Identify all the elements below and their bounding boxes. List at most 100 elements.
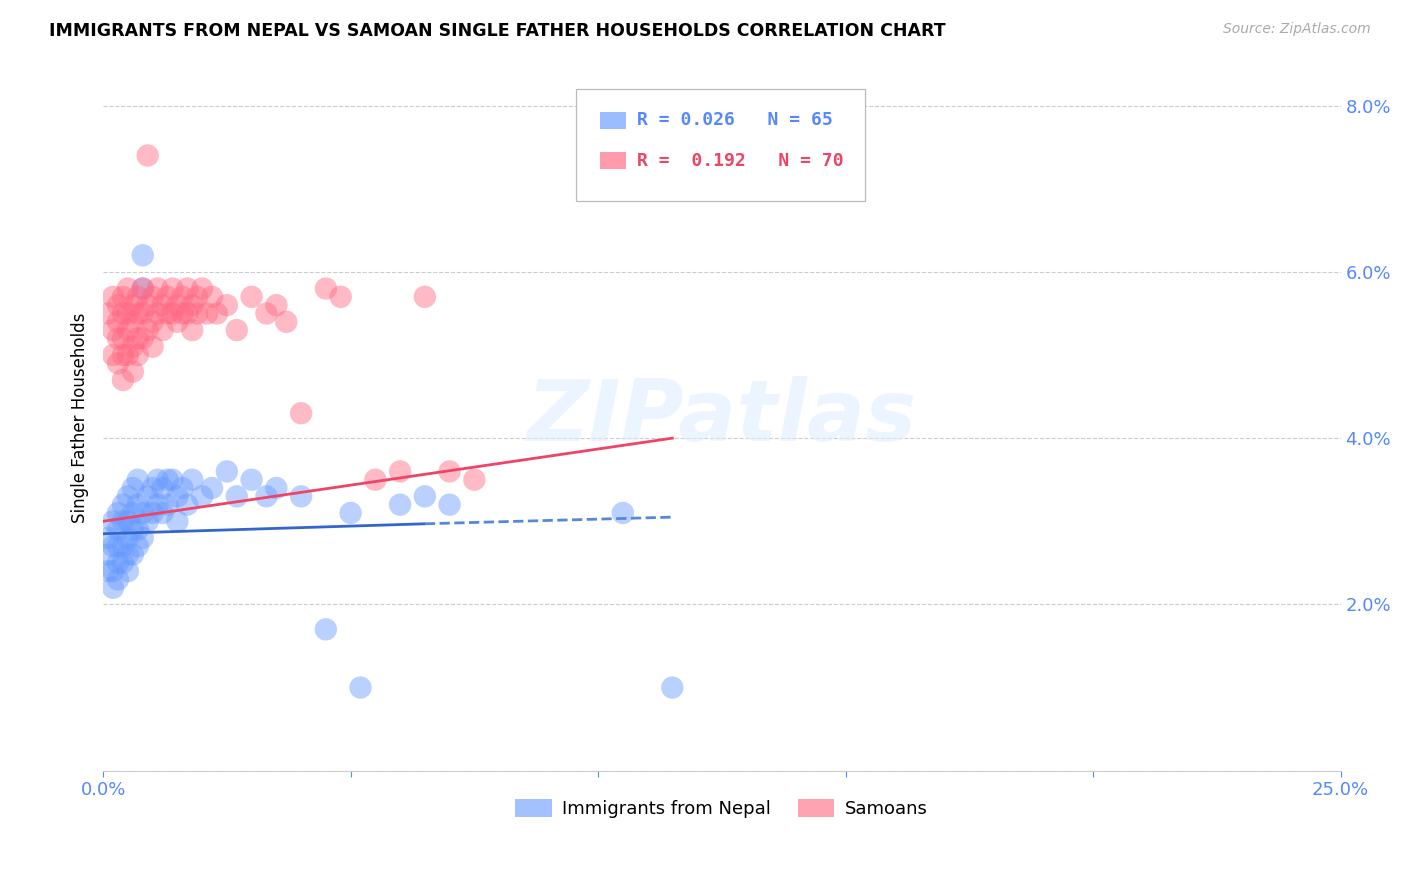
Point <box>121 506 143 520</box>
Point <box>97 564 120 578</box>
Point <box>215 298 238 312</box>
Point <box>121 298 143 312</box>
Y-axis label: Single Father Households: Single Father Households <box>72 312 89 523</box>
Point <box>162 281 184 295</box>
Point <box>176 281 198 295</box>
Point <box>339 506 361 520</box>
Point <box>107 331 129 345</box>
Point <box>290 489 312 503</box>
Point <box>463 473 485 487</box>
Point <box>111 556 134 570</box>
Point <box>101 564 124 578</box>
Point <box>156 290 179 304</box>
Point <box>195 306 218 320</box>
Point <box>101 514 124 528</box>
Point <box>146 498 169 512</box>
Text: ZIPatlas: ZIPatlas <box>527 376 917 458</box>
Point <box>117 348 139 362</box>
Point <box>121 340 143 354</box>
Point <box>240 290 263 304</box>
Point <box>117 531 139 545</box>
Point <box>364 473 387 487</box>
Point <box>152 298 174 312</box>
Point <box>107 506 129 520</box>
Point <box>111 290 134 304</box>
Point <box>117 489 139 503</box>
Point <box>439 498 461 512</box>
Legend: Immigrants from Nepal, Samoans: Immigrants from Nepal, Samoans <box>508 791 935 825</box>
Point <box>97 531 120 545</box>
Point <box>127 306 149 320</box>
Point <box>205 306 228 320</box>
Point <box>111 539 134 553</box>
Point <box>132 248 155 262</box>
Point <box>117 323 139 337</box>
Point <box>349 681 371 695</box>
Point <box>107 315 129 329</box>
Point <box>266 481 288 495</box>
Point <box>136 323 159 337</box>
Point <box>290 406 312 420</box>
Point <box>107 298 129 312</box>
Point <box>315 281 337 295</box>
Point <box>439 464 461 478</box>
Point <box>111 348 134 362</box>
Point <box>225 323 247 337</box>
Point <box>101 581 124 595</box>
Point <box>152 506 174 520</box>
Point <box>176 498 198 512</box>
Point <box>256 489 278 503</box>
Point <box>172 290 194 304</box>
Point <box>191 489 214 503</box>
Point <box>215 464 238 478</box>
Point <box>162 306 184 320</box>
Point <box>166 489 188 503</box>
Point <box>389 464 412 478</box>
Text: R =  0.192   N = 70: R = 0.192 N = 70 <box>637 152 844 169</box>
Point <box>136 148 159 162</box>
Point <box>136 514 159 528</box>
Point <box>121 315 143 329</box>
Point <box>127 539 149 553</box>
Point <box>166 315 188 329</box>
Text: R = 0.026   N = 65: R = 0.026 N = 65 <box>637 112 832 129</box>
Point <box>156 473 179 487</box>
Point <box>127 331 149 345</box>
Point <box>152 481 174 495</box>
Point <box>132 281 155 295</box>
Point <box>256 306 278 320</box>
Point <box>107 539 129 553</box>
Point <box>152 323 174 337</box>
Point <box>132 331 155 345</box>
Point <box>121 548 143 562</box>
Point <box>117 548 139 562</box>
Point <box>315 623 337 637</box>
Point <box>142 481 165 495</box>
Point <box>142 340 165 354</box>
Point <box>612 506 634 520</box>
Point <box>111 498 134 512</box>
Point <box>181 298 204 312</box>
Point <box>117 306 139 320</box>
Text: IMMIGRANTS FROM NEPAL VS SAMOAN SINGLE FATHER HOUSEHOLDS CORRELATION CHART: IMMIGRANTS FROM NEPAL VS SAMOAN SINGLE F… <box>49 22 946 40</box>
Point <box>127 348 149 362</box>
Point <box>132 531 155 545</box>
Point <box>117 514 139 528</box>
Point <box>413 489 436 503</box>
Text: Source: ZipAtlas.com: Source: ZipAtlas.com <box>1223 22 1371 37</box>
Point <box>166 514 188 528</box>
Point <box>97 306 120 320</box>
Point <box>201 481 224 495</box>
Point <box>101 290 124 304</box>
Point <box>121 481 143 495</box>
Point <box>107 573 129 587</box>
Point <box>127 498 149 512</box>
Point <box>127 290 149 304</box>
Point <box>117 564 139 578</box>
Point <box>136 489 159 503</box>
Point <box>107 523 129 537</box>
Point <box>111 331 134 345</box>
Point <box>101 539 124 553</box>
Point <box>176 306 198 320</box>
Point <box>172 306 194 320</box>
